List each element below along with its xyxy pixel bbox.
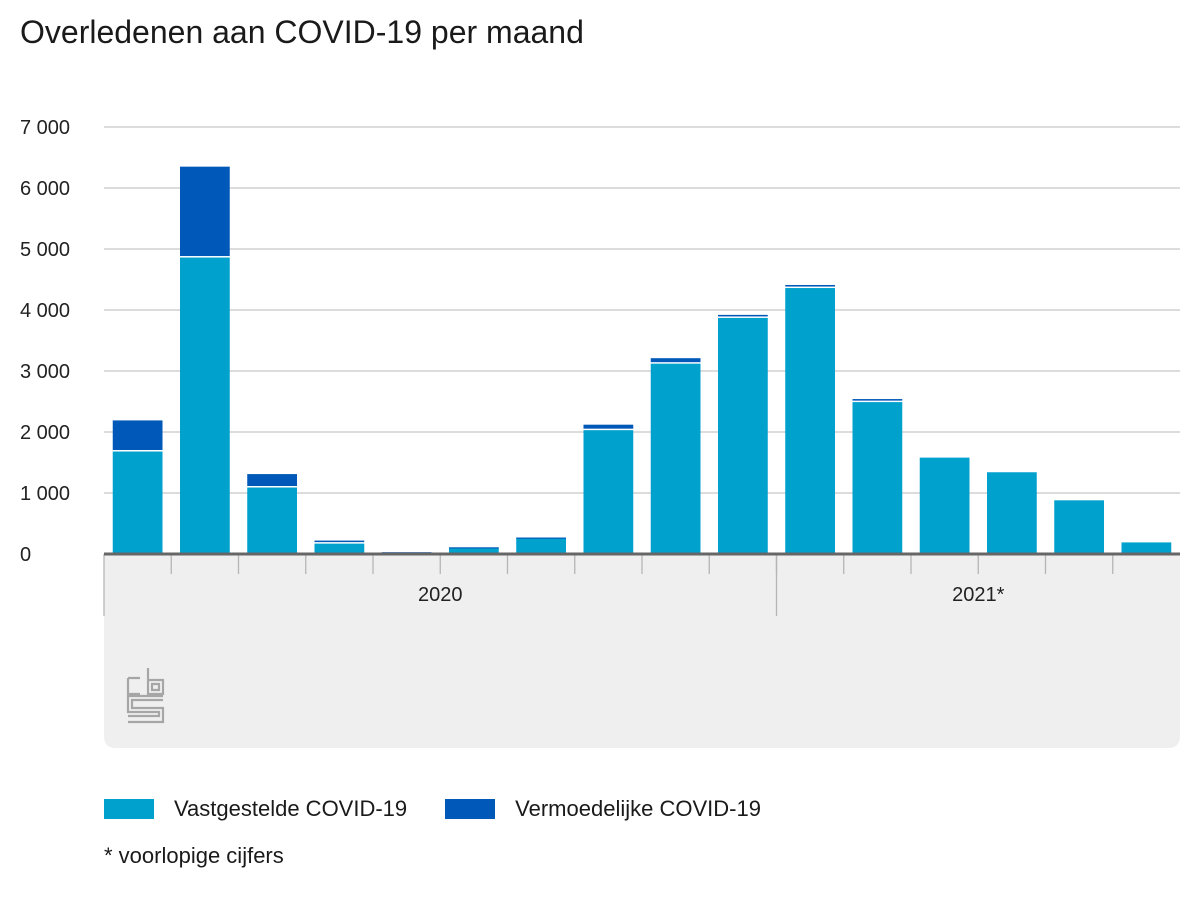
y-tick-label: 2 000 <box>20 422 70 444</box>
bar-vermoedelijk <box>583 424 634 429</box>
bars <box>112 166 1172 554</box>
legend-swatch-vastgesteld <box>104 799 154 819</box>
y-tick-label: 0 <box>20 544 31 566</box>
bar-vastgesteld <box>717 317 768 554</box>
bar-vastgesteld <box>650 363 701 554</box>
chart-title: Overledenen aan COVID-19 per maand <box>20 14 584 50</box>
y-tick-label: 3 000 <box>20 361 70 383</box>
bar-vermoedelijk <box>247 474 298 487</box>
bar-vastgesteld <box>785 288 836 554</box>
bar-vastgesteld <box>448 547 499 554</box>
bar-vermoedelijk <box>650 358 701 363</box>
x-axis: 2020 2021* <box>103 552 1180 616</box>
bar-vermoedelijk <box>852 399 903 401</box>
y-tick-label: 7 000 <box>20 117 70 139</box>
legend: Vastgestelde COVID-19 Vermoedelijke COVI… <box>104 796 799 822</box>
x-year-label: 2020 <box>418 584 463 606</box>
y-tick-label: 1 000 <box>20 483 70 505</box>
bar-vastgesteld <box>1121 542 1172 554</box>
logo-stroke <box>146 668 165 696</box>
bar-vastgesteld <box>986 472 1037 554</box>
legend-item-vastgesteld: Vastgestelde COVID-19 <box>104 796 407 822</box>
bar-vastgesteld <box>919 457 970 554</box>
y-tick-label: 5 000 <box>20 239 70 261</box>
bar-vermoedelijk <box>785 284 836 287</box>
y-gridlines <box>104 126 1180 494</box>
logo-stroke <box>126 694 165 724</box>
legend-label-vermoedelijk: Vermoedelijke COVID-19 <box>515 796 761 821</box>
footnote: * voorlopige cijfers <box>104 843 284 868</box>
cbs-logo-icon: cbs <box>126 668 165 724</box>
legend-label-vastgesteld: Vastgestelde COVID-19 <box>174 796 408 821</box>
y-tick-label: 6 000 <box>20 178 70 200</box>
bar-vastgesteld <box>583 430 634 554</box>
legend-item-vermoedelijk: Vermoedelijke COVID-19 <box>445 796 761 822</box>
x-axis-band <box>104 554 1180 748</box>
bar-vermoedelijk <box>516 537 567 539</box>
bar-vermoedelijk <box>314 540 365 543</box>
bar-vastgesteld <box>516 538 567 554</box>
bar-vastgesteld <box>1054 500 1105 554</box>
bar-vermoedelijk <box>717 314 768 317</box>
axis-band-bg <box>104 554 1180 748</box>
legend-swatch-vermoedelijk <box>445 799 496 819</box>
x-year-label: 2021* <box>952 584 1004 606</box>
bar-vermoedelijk <box>448 547 499 549</box>
bar-vastgesteld <box>247 487 298 554</box>
logo-stroke <box>126 676 140 696</box>
bar-vastgesteld <box>852 402 903 554</box>
y-tick-label: 4 000 <box>20 300 70 322</box>
bar-vermoedelijk <box>179 166 230 257</box>
bar-vermoedelijk <box>112 420 163 451</box>
bar-vastgesteld <box>112 451 163 554</box>
y-axis-ticks: 0 1 000 2 000 3 000 4 000 5 000 6 000 7 000 <box>20 117 70 566</box>
bar-vastgesteld <box>179 257 230 554</box>
bar-vastgesteld <box>314 543 365 554</box>
